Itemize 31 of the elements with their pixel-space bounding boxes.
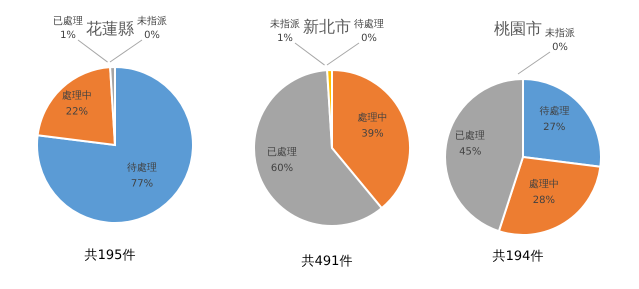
data-label: 39% bbox=[361, 128, 384, 140]
text: 共195件 bbox=[84, 247, 136, 265]
data-label: 1% bbox=[60, 30, 76, 41]
data-label: 45% bbox=[459, 146, 482, 158]
data-label: 22% bbox=[66, 106, 88, 118]
text: 0% bbox=[144, 30, 160, 41]
slice-label: 處理中 bbox=[62, 90, 92, 102]
slice-label: 待處理 bbox=[539, 105, 570, 118]
slice-label: 已處理 bbox=[267, 146, 298, 158]
data-label: 1% bbox=[277, 33, 293, 44]
data-label: 77% bbox=[130, 178, 154, 190]
data-label: 28% bbox=[532, 194, 556, 206]
category-label: 待處理 bbox=[354, 19, 384, 30]
text: 0% bbox=[361, 33, 377, 44]
chart-title: 桃園市 bbox=[494, 19, 542, 38]
slice-label: 已處理 bbox=[455, 129, 486, 142]
text: 0% bbox=[552, 42, 568, 53]
slice-label: 處理中 bbox=[528, 178, 559, 190]
data-label: 27% bbox=[543, 122, 566, 134]
data-label: 60% bbox=[270, 162, 294, 174]
slice-label: 待處理 bbox=[126, 161, 157, 174]
slice-label: 已處理 bbox=[53, 15, 83, 27]
category-label: 未指派 bbox=[137, 16, 167, 27]
slice-label: 處理中 bbox=[358, 112, 388, 124]
slice-label: 未指派 bbox=[270, 18, 300, 30]
category-label: 未指派 bbox=[545, 28, 575, 39]
pie-slice bbox=[36, 66, 194, 224]
text: 共194件 bbox=[492, 248, 544, 266]
chart-title: 花蓮縣 bbox=[86, 19, 134, 38]
text: 共491件 bbox=[300, 253, 354, 271]
chart-title: 新北市 bbox=[303, 17, 351, 36]
